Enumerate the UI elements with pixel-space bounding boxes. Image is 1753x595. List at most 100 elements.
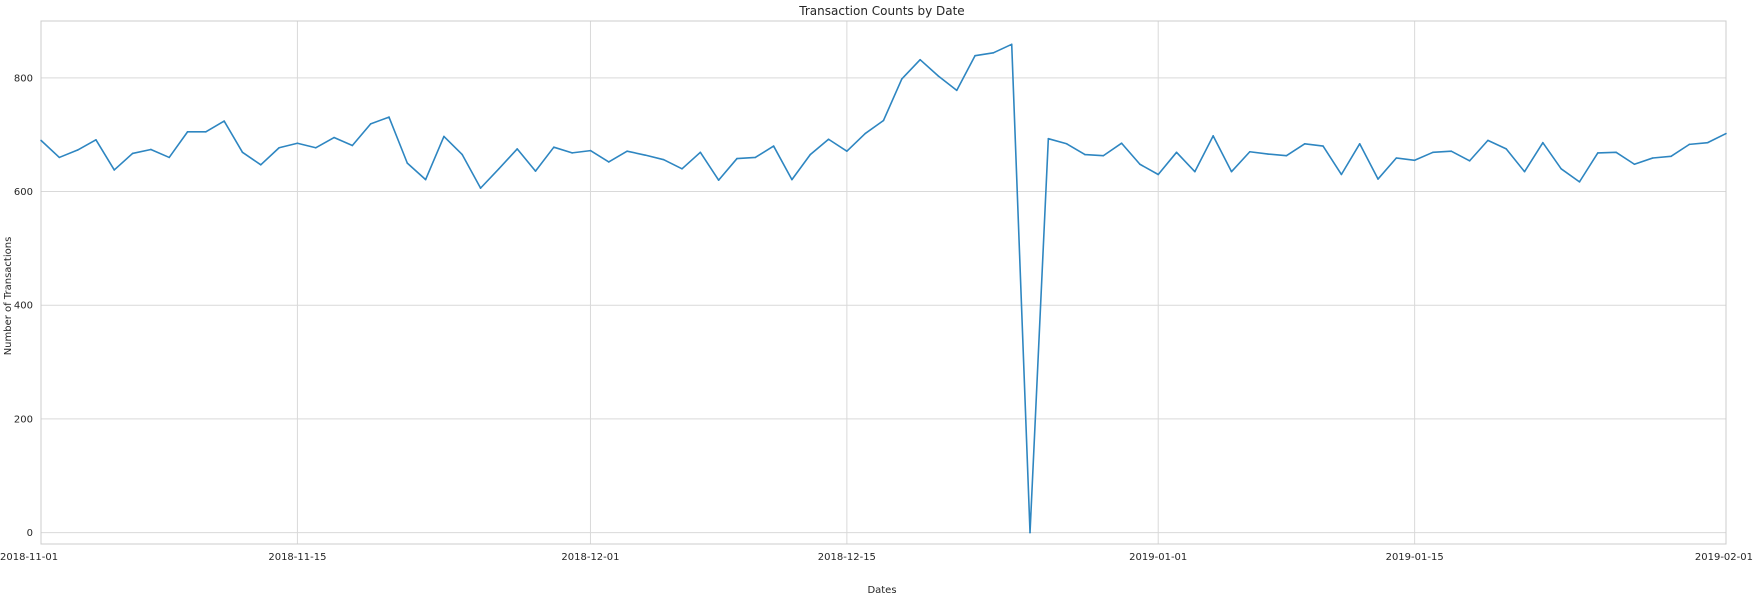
data-point bbox=[1010, 43, 1013, 46]
data-point bbox=[571, 152, 573, 154]
data-point bbox=[1487, 139, 1489, 142]
data-point bbox=[479, 187, 482, 189]
data-point bbox=[351, 144, 354, 147]
data-point bbox=[791, 178, 793, 181]
data-point bbox=[76, 149, 79, 151]
data-point bbox=[1706, 141, 1709, 144]
data-point bbox=[607, 161, 610, 163]
data-point bbox=[1615, 151, 1617, 154]
data-point bbox=[589, 149, 592, 152]
y-tick-label: 200 bbox=[14, 414, 33, 425]
data-point bbox=[1303, 142, 1306, 145]
data-point bbox=[1377, 178, 1379, 180]
data-point bbox=[296, 142, 299, 145]
y-tick-label: 600 bbox=[14, 187, 33, 198]
data-point bbox=[1725, 132, 1727, 135]
data-point bbox=[1267, 153, 1269, 155]
series-layer bbox=[40, 43, 1727, 534]
x-tick-label: 2018-12-15 bbox=[818, 552, 876, 563]
data-point bbox=[901, 78, 903, 80]
data-point bbox=[1212, 135, 1214, 137]
data-point bbox=[205, 131, 207, 133]
data-point bbox=[333, 136, 335, 139]
tick-labels: 0 200 400 600 800 2018-11-01 2018-11-15 2018-12… bbox=[0, 73, 1753, 563]
data-point bbox=[937, 75, 940, 77]
plot-frame bbox=[40, 20, 1727, 545]
data-point bbox=[827, 138, 830, 141]
grid-lines bbox=[40, 21, 1727, 544]
data-point bbox=[1157, 173, 1160, 176]
data-point bbox=[388, 116, 390, 118]
data-point bbox=[1084, 153, 1086, 156]
data-point bbox=[919, 58, 921, 61]
data-point bbox=[846, 150, 848, 152]
data-point bbox=[40, 139, 42, 142]
data-point bbox=[1175, 151, 1178, 154]
data-point bbox=[992, 52, 995, 54]
data-point bbox=[259, 164, 262, 166]
data-point bbox=[498, 168, 500, 170]
x-axis-label: Dates bbox=[867, 585, 896, 595]
data-point bbox=[131, 152, 134, 155]
data-point bbox=[186, 131, 189, 133]
data-point bbox=[1542, 141, 1544, 144]
y-tick-label: 400 bbox=[14, 301, 33, 312]
data-point bbox=[1285, 154, 1288, 157]
y-tick-label: 800 bbox=[14, 73, 33, 84]
data-point bbox=[1432, 151, 1434, 154]
data-point bbox=[699, 151, 702, 154]
data-point bbox=[95, 139, 97, 141]
x-tick-label: 2019-01-15 bbox=[1386, 552, 1444, 563]
y-axis-label: Number of Transactions bbox=[3, 237, 14, 356]
data-point bbox=[626, 150, 628, 152]
data-point bbox=[1505, 148, 1508, 150]
data-point bbox=[150, 148, 152, 151]
x-tick-label: 2018-11-01 bbox=[0, 552, 58, 563]
data-point bbox=[369, 123, 372, 125]
y-tick-label: 0 bbox=[27, 528, 33, 539]
data-point bbox=[681, 168, 683, 170]
data-point bbox=[772, 145, 775, 147]
data-point bbox=[58, 156, 61, 159]
data-point bbox=[424, 178, 427, 181]
data-point bbox=[1120, 142, 1123, 145]
data-point bbox=[1029, 531, 1031, 534]
data-point bbox=[1596, 152, 1599, 154]
data-point bbox=[754, 156, 757, 159]
x-tick-label: 2018-11-15 bbox=[268, 552, 326, 563]
data-point bbox=[534, 170, 537, 172]
data-point bbox=[1230, 170, 1233, 173]
data-point bbox=[406, 162, 409, 164]
data-point bbox=[1413, 159, 1416, 162]
data-point bbox=[1340, 173, 1343, 176]
data-point bbox=[882, 119, 885, 122]
data-point bbox=[809, 153, 812, 156]
data-point bbox=[443, 135, 445, 138]
data-point bbox=[1688, 143, 1691, 146]
series-line bbox=[40, 43, 1727, 534]
data-point bbox=[1358, 142, 1361, 145]
data-point bbox=[974, 54, 976, 57]
data-point bbox=[1139, 163, 1141, 166]
data-point bbox=[1560, 168, 1562, 170]
data-point bbox=[955, 89, 958, 92]
data-point bbox=[1450, 150, 1453, 152]
data-point bbox=[1322, 145, 1324, 147]
data-point bbox=[1102, 154, 1105, 157]
data-point bbox=[662, 158, 665, 161]
data-point bbox=[864, 132, 866, 135]
data-point bbox=[241, 151, 244, 154]
x-tick-label: 2019-02-01 bbox=[1695, 552, 1753, 563]
data-point bbox=[1194, 170, 1196, 173]
data-point bbox=[168, 156, 171, 159]
data-point bbox=[644, 154, 647, 156]
data-point bbox=[717, 179, 720, 181]
data-point bbox=[1395, 157, 1398, 159]
data-point bbox=[1670, 155, 1672, 158]
data-point bbox=[278, 146, 280, 149]
data-point bbox=[314, 146, 317, 149]
data-point bbox=[553, 146, 555, 148]
x-tick-label: 2018-12-01 bbox=[561, 552, 619, 563]
data-point bbox=[1468, 160, 1471, 162]
